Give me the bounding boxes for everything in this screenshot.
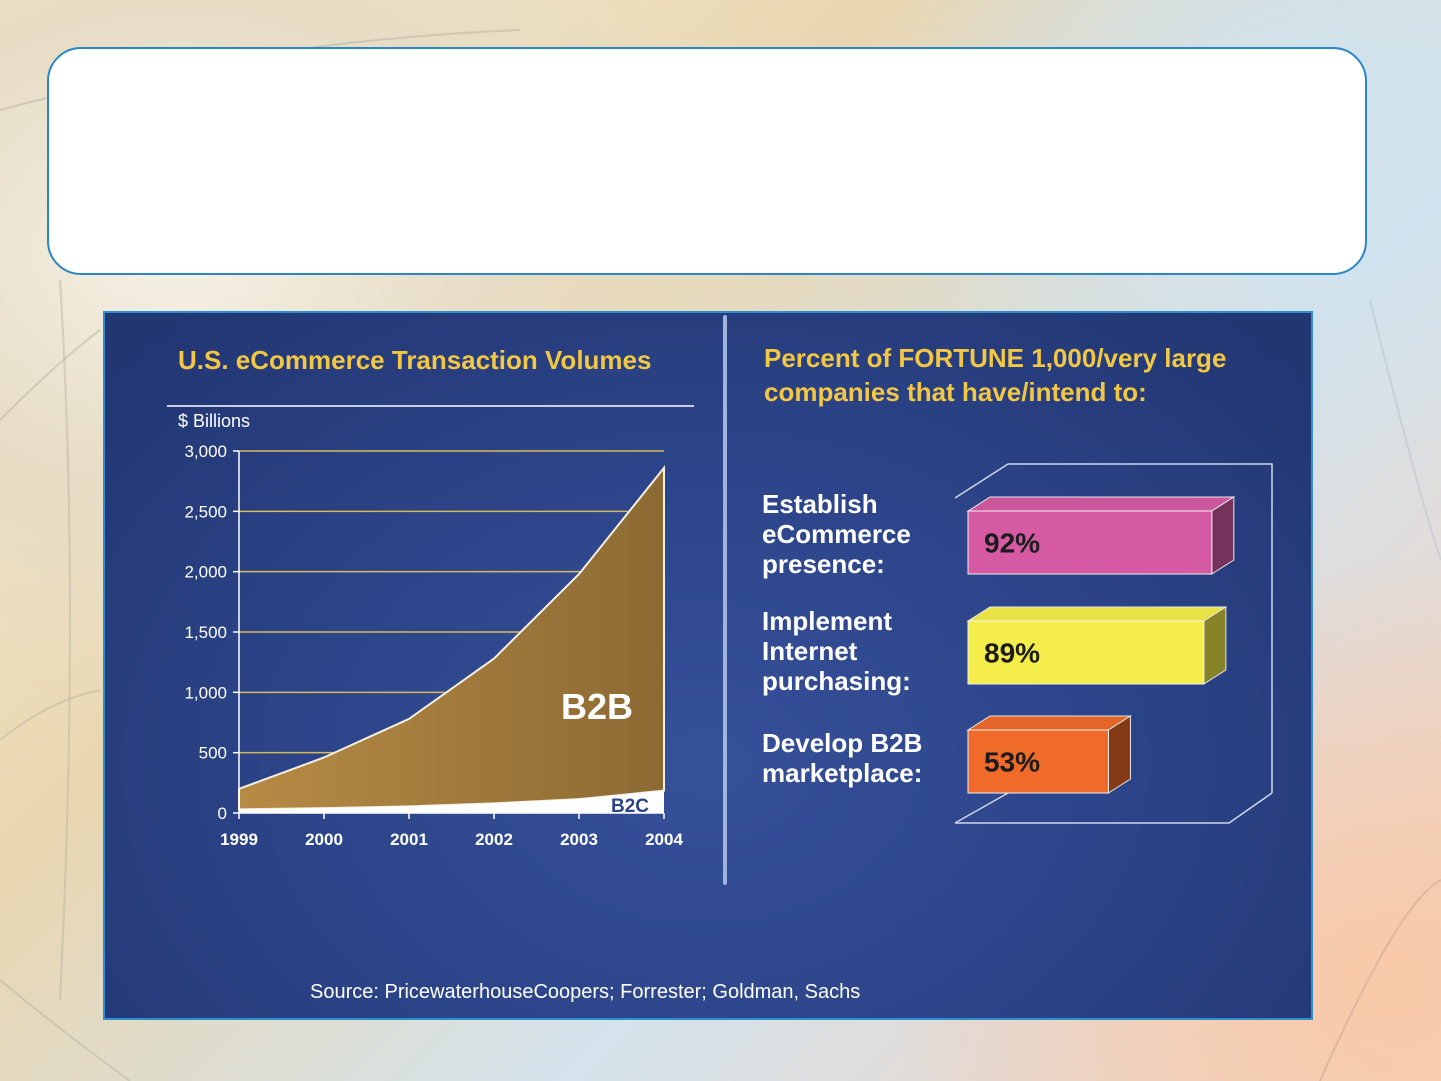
- y-tick-label: 0: [218, 804, 227, 823]
- source-note: Source: PricewaterhouseCoopers; Forreste…: [310, 981, 861, 1003]
- chart-panel: U.S. eCommerce Transaction Volumes $ Bil…: [103, 311, 1313, 1020]
- y-tick-label: 500: [199, 744, 227, 763]
- title-underline: [167, 405, 694, 407]
- bar-top-face: [966, 496, 1236, 512]
- bar-category-label: Develop B2B marketplace:: [762, 728, 923, 788]
- bar-chart: 92% 89% 53%: [954, 463, 1273, 824]
- b2c-area: [239, 790, 664, 813]
- panel-divider: [723, 315, 727, 885]
- bar: [967, 620, 1205, 685]
- left-chart-title: U.S. eCommerce Transaction Volumes: [178, 345, 652, 375]
- y-tick-label: 2,000: [184, 563, 227, 582]
- bar-side-face: [1107, 715, 1131, 794]
- x-tick-label: 2000: [305, 830, 343, 849]
- bar-value-label: 89%: [984, 638, 1040, 669]
- y-tick-label: 1,000: [184, 683, 227, 702]
- frame-back: [1008, 463, 1273, 793]
- frame-top-edge: [954, 463, 1009, 499]
- bar: [967, 729, 1109, 794]
- frame-floor: [955, 792, 1273, 824]
- y-axis-unit-label: $ Billions: [178, 411, 251, 431]
- x-tick-label: 2001: [390, 830, 428, 849]
- y-tick-label: 2,500: [184, 502, 227, 521]
- x-tick-label: 2002: [475, 830, 513, 849]
- title-box: [47, 47, 1367, 275]
- bar-value-label: 92%: [984, 528, 1040, 559]
- bar-category-label: Establish eCommerce presence:: [762, 489, 911, 579]
- right-chart-title: Percent of FORTUNE 1,000/very large comp…: [764, 343, 1227, 407]
- bar-side-face: [1203, 606, 1227, 685]
- bar-category-label: Implement Internet purchasing:: [762, 606, 911, 696]
- frame-floor-edge: [954, 792, 1009, 824]
- series-label-b2b: B2B: [561, 686, 633, 727]
- x-tick-label: 1999: [220, 830, 258, 849]
- y-tick-label: 3,000: [184, 442, 227, 461]
- x-tick-label: 2003: [560, 830, 598, 849]
- bar-top-face: [966, 606, 1228, 622]
- y-tick-label: 1,500: [184, 623, 227, 642]
- bar: [967, 510, 1213, 575]
- bar-value-label: 53%: [984, 747, 1040, 778]
- bar-side-face: [1211, 496, 1235, 575]
- bar-top-face: [966, 715, 1133, 731]
- x-tick-label: 2004: [645, 830, 683, 849]
- area-chart: 0 500 1,000 1,500 2,000 2,500 3,000 1999 2000 200…: [184, 442, 683, 849]
- series-label-b2c: B2C: [611, 796, 649, 817]
